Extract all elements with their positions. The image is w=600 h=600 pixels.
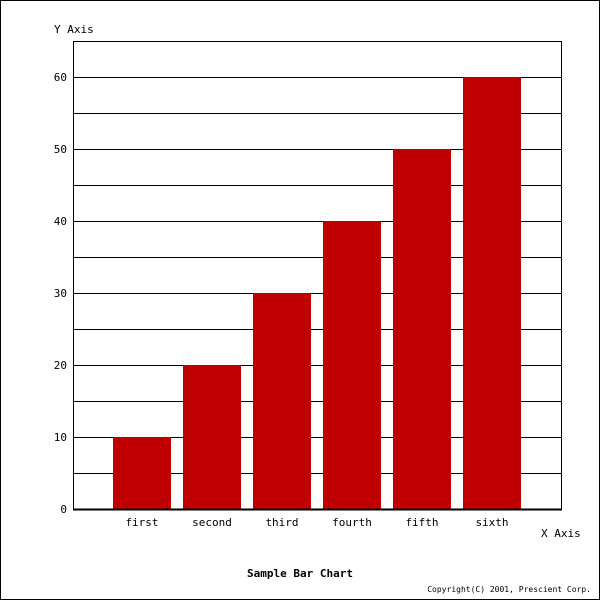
x-tick-label: sixth: [475, 516, 508, 529]
y-tick-label: 20: [54, 359, 67, 372]
x-tick-label: third: [265, 516, 298, 529]
chart-title: Sample Bar Chart: [247, 567, 353, 580]
x-axis-label: X Axis: [541, 527, 581, 540]
y-axis-label: Y Axis: [54, 23, 94, 36]
x-tick-label: fourth: [332, 516, 372, 529]
bar-sixth: [463, 77, 521, 509]
y-tick-label: 0: [60, 503, 67, 516]
y-tick-labels: 0 10 20 30 40 50 60: [54, 71, 67, 516]
axes: [73, 41, 562, 511]
y-tick-label: 30: [54, 287, 67, 300]
x-tick-label: second: [192, 516, 232, 529]
bar-fourth: [323, 221, 381, 509]
x-tick-labels: first second third fourth fifth sixth: [125, 516, 508, 529]
bar-first: [113, 437, 171, 509]
y-tick-label: 60: [54, 71, 67, 84]
copyright-notice: Copyright(C) 2001, Prescient Corp.: [427, 585, 591, 594]
x-tick-label: first: [125, 516, 158, 529]
x-tick-label: fifth: [405, 516, 438, 529]
y-tick-label: 10: [54, 431, 67, 444]
y-tick-label: 40: [54, 215, 67, 228]
bar-fifth: [393, 149, 451, 509]
bar-second: [183, 365, 241, 509]
y-tick-label: 50: [54, 143, 67, 156]
bar-third: [253, 293, 311, 509]
bars: [113, 77, 521, 509]
